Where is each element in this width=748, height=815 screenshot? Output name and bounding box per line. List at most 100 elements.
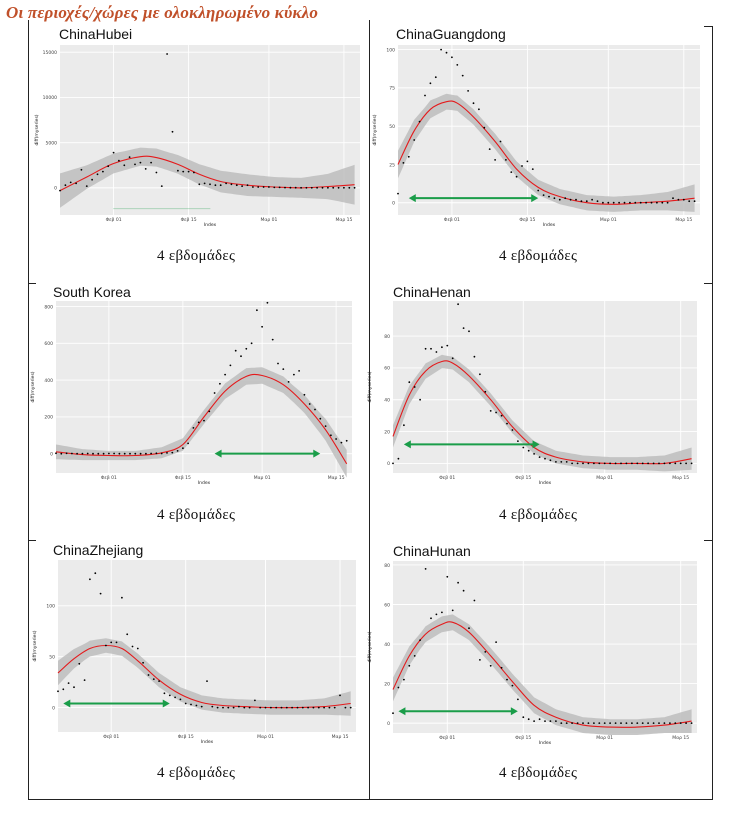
data-point	[222, 706, 224, 709]
data-point	[629, 201, 631, 204]
data-point	[184, 702, 187, 705]
y-tick-label: 100	[386, 47, 395, 53]
data-point	[614, 462, 617, 465]
data-point	[287, 381, 290, 383]
data-point	[560, 461, 563, 463]
data-point	[203, 182, 206, 185]
data-point	[337, 186, 340, 189]
data-point	[94, 572, 97, 575]
data-point	[121, 596, 123, 599]
data-point	[666, 201, 669, 204]
data-point	[500, 666, 503, 669]
data-point	[661, 201, 664, 204]
data-point	[91, 178, 93, 181]
y-tick-label: 0	[387, 721, 390, 727]
data-point	[195, 704, 198, 707]
data-point	[206, 680, 208, 682]
y-tick-label: 80	[384, 334, 390, 340]
page-title: Οι περιοχές/χώρες με ολοκληρωμένο κύκλο	[6, 3, 319, 22]
frame-row-divider-2-right	[704, 540, 713, 541]
data-point	[499, 140, 502, 143]
data-point	[652, 462, 655, 465]
duration-arrow-head-right	[532, 440, 540, 449]
data-point	[110, 641, 113, 644]
data-point	[171, 451, 174, 454]
data-point	[602, 201, 604, 204]
y-tick-label: 0	[52, 705, 55, 711]
x-axis-label: Index	[198, 480, 211, 486]
y-tick-label: 200	[44, 415, 53, 421]
data-point	[650, 201, 653, 204]
data-point	[113, 452, 115, 455]
data-point	[150, 452, 153, 455]
data-point	[73, 686, 75, 689]
data-point	[576, 462, 579, 465]
data-point	[542, 194, 545, 197]
data-point	[224, 373, 227, 376]
duration-label: 4 εβδομάδες	[499, 507, 578, 523]
data-point	[407, 155, 410, 158]
data-point	[593, 722, 595, 724]
frame-bottom-edge	[28, 799, 713, 800]
data-point	[305, 186, 308, 189]
plot-background	[60, 45, 360, 215]
data-point	[340, 441, 343, 444]
data-point	[505, 159, 507, 161]
data-point	[473, 355, 476, 358]
data-point	[424, 94, 426, 97]
y-tick-label: 25	[389, 162, 395, 168]
x-tick-label: Μαρ 01	[596, 735, 613, 741]
data-point	[158, 680, 161, 682]
y-tick-label: 50	[389, 124, 395, 130]
data-point	[461, 74, 464, 77]
duration-arrow	[408, 194, 539, 203]
data-point	[293, 373, 295, 376]
data-point	[182, 170, 185, 173]
confidence-ribbon	[393, 354, 692, 472]
data-point	[620, 462, 622, 465]
data-point	[631, 722, 633, 724]
data-point	[235, 184, 238, 187]
duration-arrow-head-right	[313, 449, 321, 458]
data-point	[96, 173, 99, 176]
data-point	[327, 186, 329, 189]
data-point	[506, 422, 508, 425]
data-point	[571, 722, 573, 724]
data-point	[544, 457, 546, 460]
data-point	[457, 581, 459, 584]
data-point	[250, 342, 253, 345]
data-point	[65, 452, 68, 455]
y-tick-label: 10000	[43, 95, 57, 101]
data-point	[645, 201, 647, 204]
x-tick-label: Φεβ 15	[519, 217, 535, 223]
data-point	[468, 330, 470, 333]
data-point	[429, 82, 432, 85]
confidence-ribbon	[398, 93, 695, 212]
x-axis-label: Index	[543, 222, 556, 228]
data-point	[440, 48, 442, 51]
data-point	[533, 720, 535, 722]
data-point	[289, 186, 292, 189]
data-point	[603, 722, 606, 724]
data-point	[123, 452, 126, 455]
data-point	[335, 438, 337, 440]
duration-arrow	[398, 707, 518, 716]
data-point	[81, 452, 84, 455]
data-point	[131, 645, 134, 648]
data-point	[230, 183, 233, 186]
data-point	[86, 452, 89, 455]
region-title: ChinaHenan	[393, 284, 471, 300]
data-point	[511, 684, 514, 687]
data-point	[397, 457, 400, 460]
data-point	[330, 434, 332, 437]
data-point	[565, 722, 568, 724]
duration-arrow-head-left	[63, 699, 71, 708]
data-point	[674, 462, 677, 465]
data-point	[307, 706, 309, 709]
x-tick-label: Φεβ 15	[181, 217, 197, 223]
data-point	[457, 303, 459, 306]
data-point	[209, 183, 211, 186]
data-point	[308, 403, 311, 405]
data-point	[484, 651, 487, 653]
